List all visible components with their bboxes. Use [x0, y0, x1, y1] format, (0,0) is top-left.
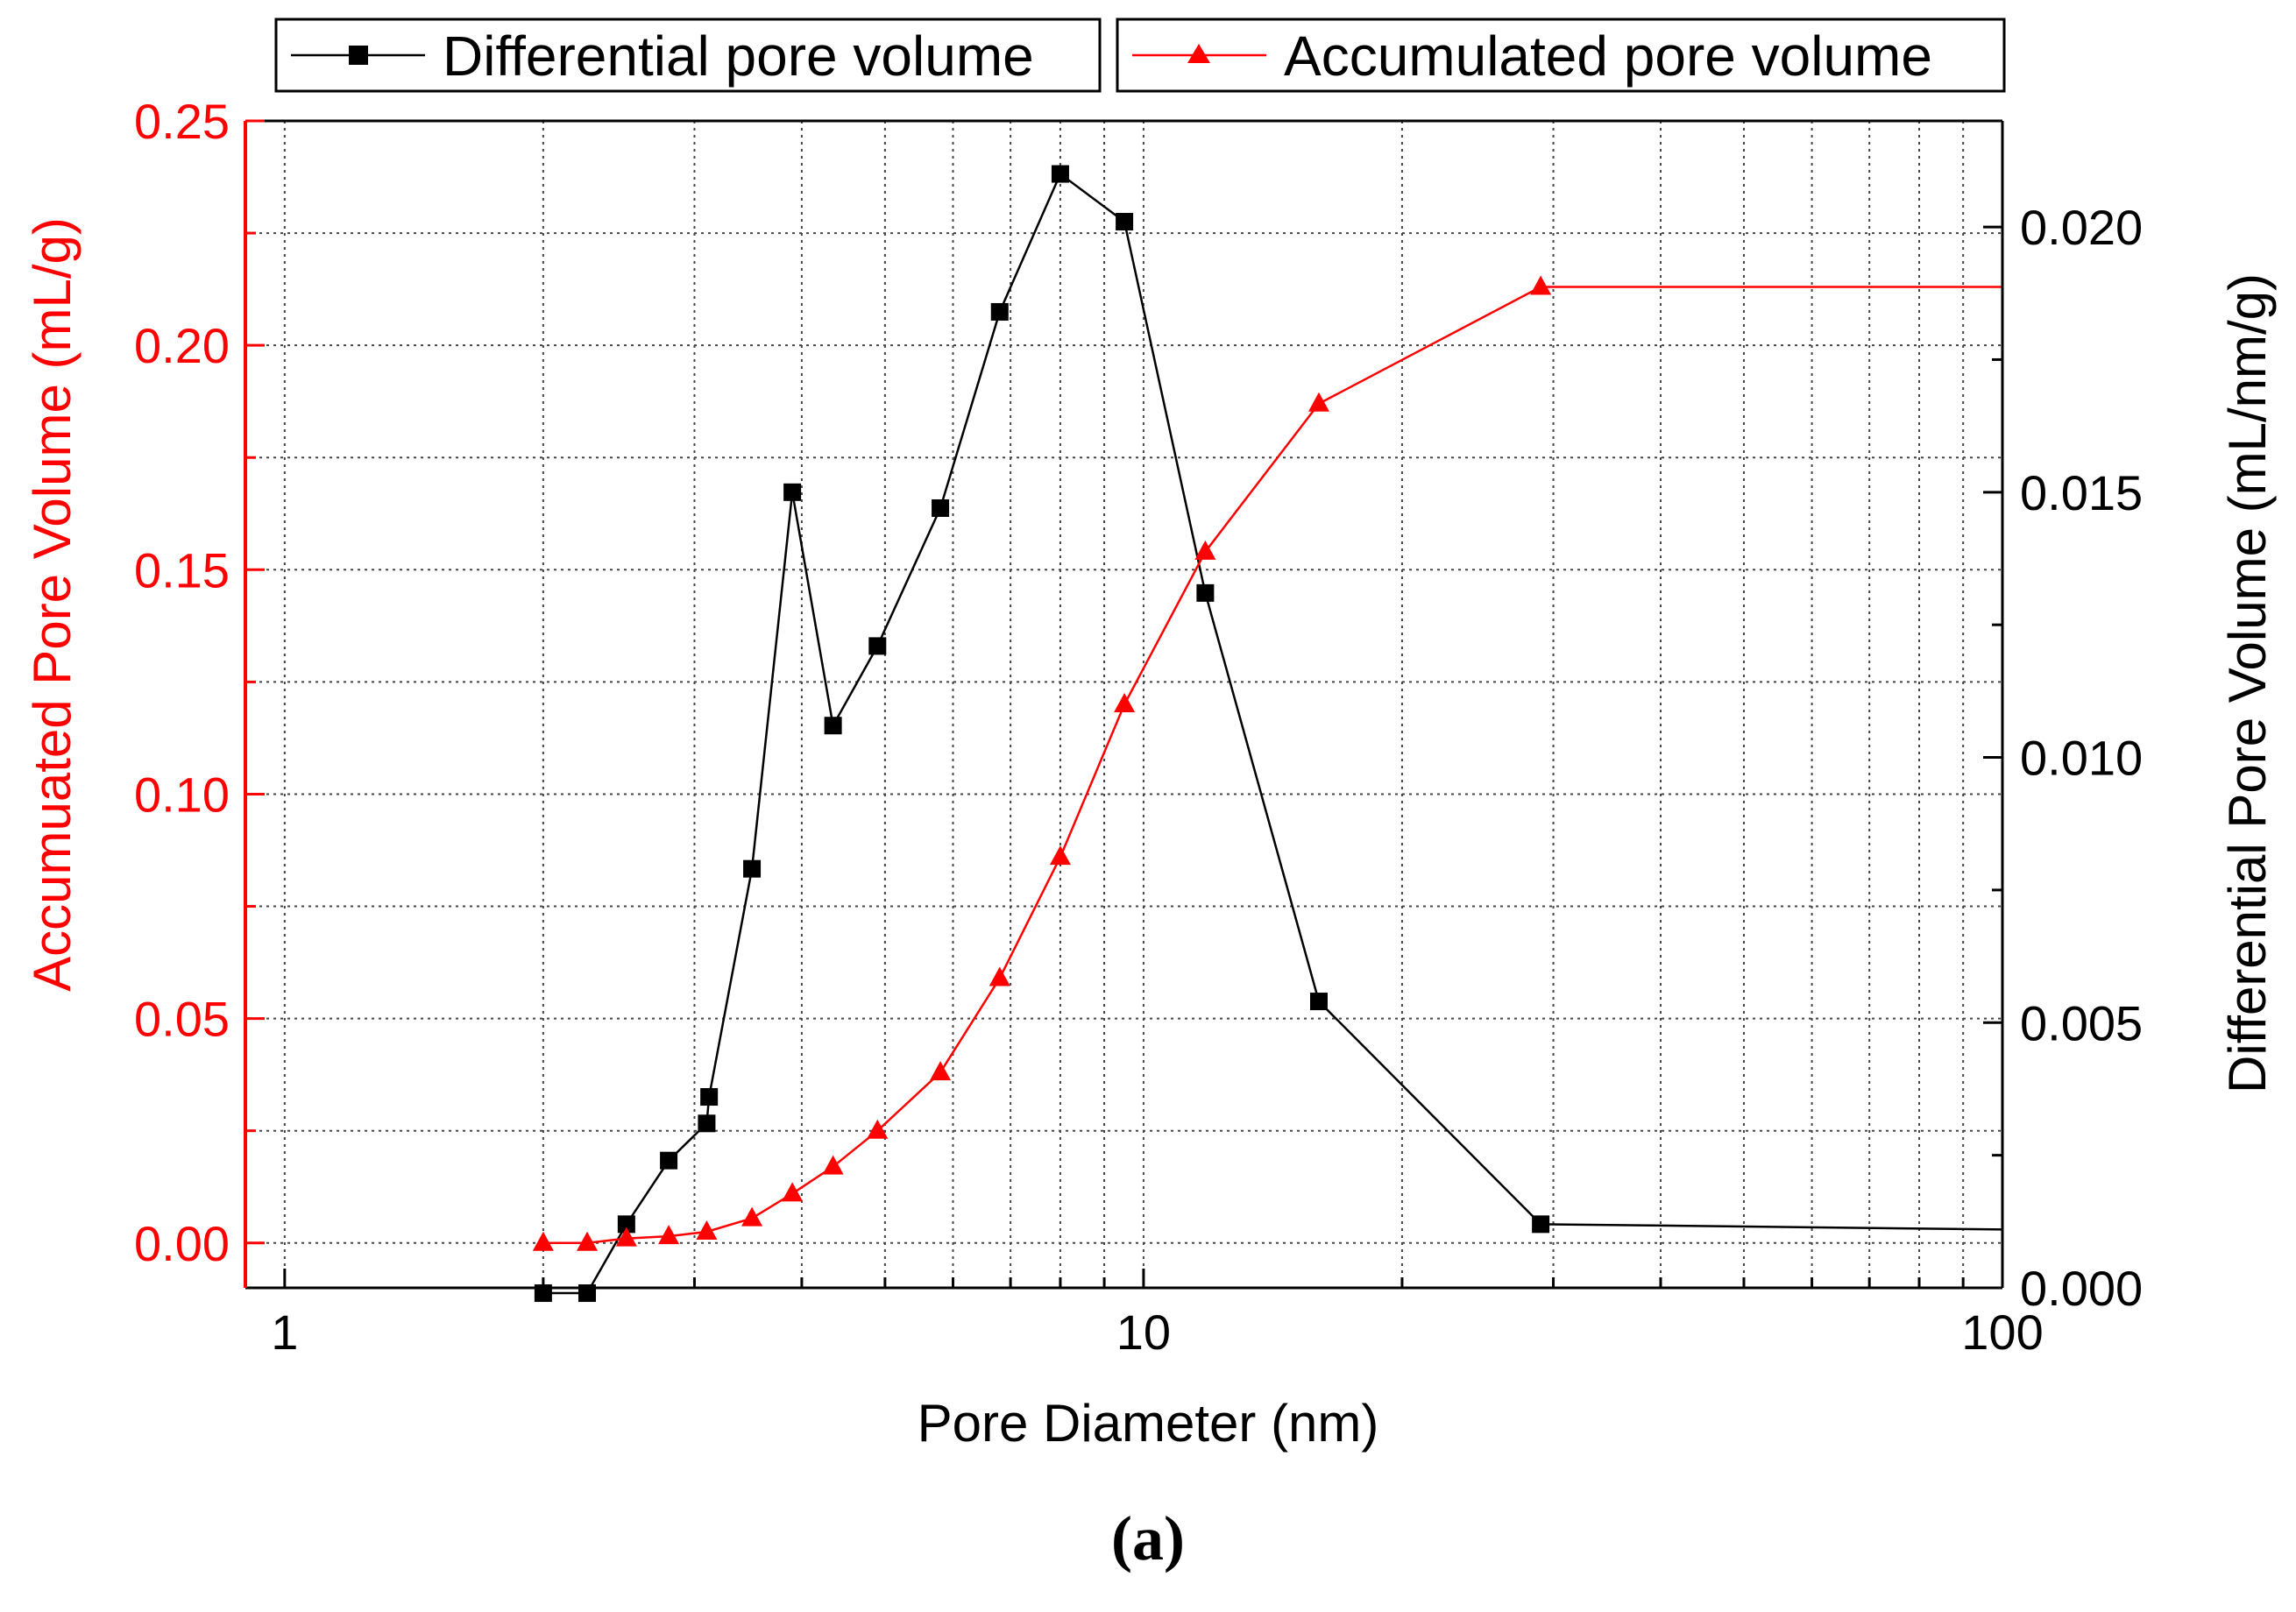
legend-square-marker [349, 46, 368, 65]
data-point-square [698, 1114, 716, 1133]
left-y-tick-label: 0.00 [134, 1216, 230, 1271]
right-axis-title: Differential Pore Volume (mL/nm/g) [2218, 273, 2277, 1093]
data-point-triangle [867, 1119, 889, 1139]
data-point-triangle [577, 1231, 599, 1251]
data-point-square [783, 483, 802, 501]
data-point-triangle [696, 1220, 718, 1240]
series-line [542, 172, 2003, 1295]
series-layer [532, 165, 2003, 1303]
data-point-square [1116, 213, 1134, 231]
x-tick-label: 10 [1116, 1304, 1171, 1360]
left-y-tick-label: 0.10 [134, 767, 230, 822]
data-point-triangle [532, 1231, 554, 1251]
legend-entry-accumulated: Accumulated pore volume [1116, 18, 2006, 93]
axis-ticks: 1 10 100 0.00 0.05 0.10 0.15 0.20 0.25 0.000 0.005… [134, 94, 2143, 1360]
left-y-tick-label: 0.05 [134, 992, 230, 1047]
data-point-square [743, 859, 762, 878]
data-point-triangle [1049, 845, 1071, 866]
series-accumulated [532, 275, 2002, 1251]
data-point-square [932, 498, 950, 517]
data-point-triangle [615, 1227, 637, 1247]
right-y-tick-label: 0.015 [2020, 465, 2143, 520]
plot-frame [244, 119, 2004, 1290]
legend-label-differential: Differential pore volume [443, 25, 1034, 88]
data-point-square [990, 302, 1009, 321]
left-y-tick-label: 0.25 [134, 94, 230, 149]
x-axis-title: Pore Diameter (nm) [918, 1394, 1379, 1453]
figure-caption: (a) [1111, 1503, 1185, 1573]
left-y-tick-label: 0.20 [134, 318, 230, 373]
legend-label-accumulated: Accumulated pore volume [1284, 25, 1932, 88]
left-axis-title: Accumuated Pore Volume (mL/g) [23, 217, 81, 992]
data-point-square [1196, 583, 1215, 602]
data-point-square [824, 717, 842, 735]
data-point-square [1532, 1215, 1550, 1234]
data-point-square [660, 1151, 678, 1170]
left-y-tick-label: 0.15 [134, 542, 230, 597]
data-point-square [1309, 993, 1328, 1011]
legend-triangle-marker [1187, 44, 1210, 63]
data-point-triangle [1194, 540, 1216, 560]
x-tick-label: 100 [1961, 1304, 2043, 1360]
series-differential [534, 165, 2003, 1303]
data-point-triangle [930, 1061, 952, 1081]
data-point-triangle [1114, 693, 1136, 712]
data-point-triangle [782, 1182, 804, 1202]
right-y-tick-label: 0.020 [2020, 200, 2143, 255]
data-point-triangle [989, 966, 1010, 986]
legend-entry-differential: Differential pore volume [274, 18, 1102, 93]
data-point-triangle [658, 1225, 680, 1245]
legend: Differential pore volume Accumulated por… [274, 18, 2006, 93]
data-point-square [700, 1088, 719, 1106]
data-point-triangle [1530, 275, 1552, 295]
data-point-triangle [1307, 392, 1329, 412]
data-point-square [868, 637, 887, 655]
data-point-triangle [741, 1206, 763, 1227]
data-point-square [617, 1215, 635, 1234]
data-point-triangle [822, 1155, 844, 1175]
right-y-tick-label: 0.005 [2020, 995, 2143, 1050]
right-y-tick-label: 0.010 [2020, 731, 2143, 786]
x-tick-label: 1 [271, 1304, 298, 1360]
data-point-square [1051, 165, 1069, 183]
right-y-tick-label: 0.000 [2020, 1261, 2143, 1316]
